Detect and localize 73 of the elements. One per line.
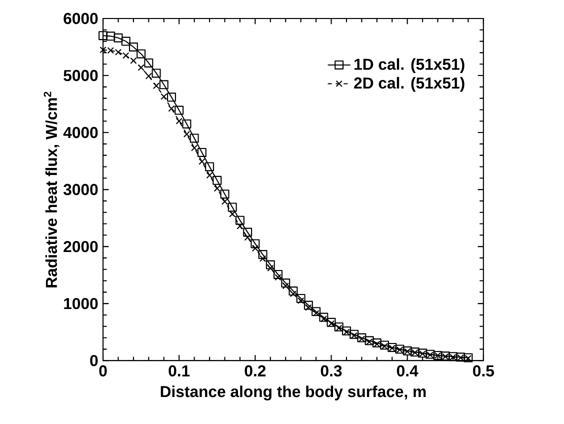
x-tick-label: 0.2 (244, 365, 266, 376)
point (121, 36, 130, 46)
point (244, 234, 251, 241)
point (183, 130, 190, 138)
x-axis-title: Distance along the body surface, m (160, 386, 426, 400)
point (274, 270, 283, 279)
x-tick-label: 0.1 (168, 365, 190, 376)
point (281, 278, 290, 288)
point (342, 326, 351, 336)
point (128, 42, 138, 52)
point (296, 294, 306, 303)
point (336, 324, 342, 332)
y-tick-label: 4000 (63, 126, 98, 138)
point (98, 31, 108, 40)
point (350, 330, 359, 339)
point (228, 202, 237, 212)
point (312, 307, 321, 316)
point (243, 228, 252, 237)
point (304, 300, 313, 310)
y-tick-label: 1000 (64, 298, 98, 310)
y-tick-label: 0 (90, 354, 98, 366)
point (274, 274, 282, 281)
legend-label: 2D cal. (51x51) (354, 77, 464, 92)
point (138, 64, 144, 71)
point (250, 239, 260, 248)
point (190, 144, 198, 152)
x-tick-label: 0 (99, 365, 107, 376)
point (221, 198, 228, 205)
point (144, 58, 154, 68)
point (350, 332, 358, 339)
point (198, 158, 206, 165)
point (328, 320, 335, 327)
point (229, 210, 236, 218)
point (290, 290, 297, 298)
point (114, 33, 123, 42)
point (252, 244, 259, 252)
point (190, 134, 199, 143)
point (236, 222, 244, 230)
point (259, 255, 266, 262)
point (282, 282, 289, 290)
point (176, 118, 182, 124)
point (312, 310, 320, 317)
point (197, 148, 206, 157)
point (136, 49, 146, 58)
point (334, 322, 344, 332)
point (298, 297, 304, 304)
point (130, 57, 137, 64)
point (343, 328, 350, 336)
point (258, 250, 268, 260)
x-tick-label: 0.5 (473, 365, 494, 376)
point (214, 185, 220, 192)
point (235, 216, 244, 225)
point (206, 172, 213, 179)
y-tick-label: 3000 (63, 184, 98, 196)
point (122, 52, 130, 59)
x-tick-label: 0.4 (396, 365, 418, 376)
point (326, 318, 336, 327)
y-tick-label: 2000 (64, 240, 98, 252)
legend-label: 1D cal. (51x51) (354, 58, 464, 74)
point (266, 260, 275, 270)
y-tick-label: 6000 (64, 12, 98, 24)
point (305, 304, 312, 311)
y-axis-title: Radiative heat flux, W/cm$^{2}$ (44, 92, 60, 288)
point (288, 286, 298, 296)
x-tick-label: 0.3 (320, 365, 342, 377)
point (182, 119, 192, 128)
point (320, 316, 327, 322)
point (205, 162, 214, 172)
point (220, 190, 230, 199)
point (106, 32, 116, 41)
y-tick-label: 5000 (64, 70, 98, 82)
point (212, 176, 222, 185)
point (319, 312, 328, 322)
